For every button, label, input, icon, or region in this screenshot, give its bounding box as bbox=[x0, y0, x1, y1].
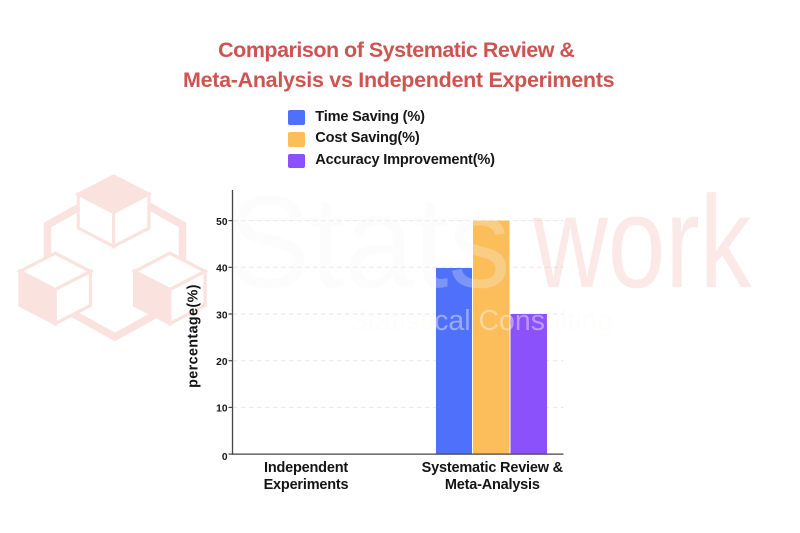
svg-text:10: 10 bbox=[216, 404, 228, 415]
svg-text:percentage(%): percentage(%) bbox=[186, 284, 202, 388]
svg-text:50: 50 bbox=[216, 217, 228, 228]
svg-text:0: 0 bbox=[222, 452, 228, 463]
svg-text:30: 30 bbox=[216, 310, 228, 321]
svg-text:40: 40 bbox=[216, 264, 228, 275]
svg-text:20: 20 bbox=[216, 357, 228, 368]
